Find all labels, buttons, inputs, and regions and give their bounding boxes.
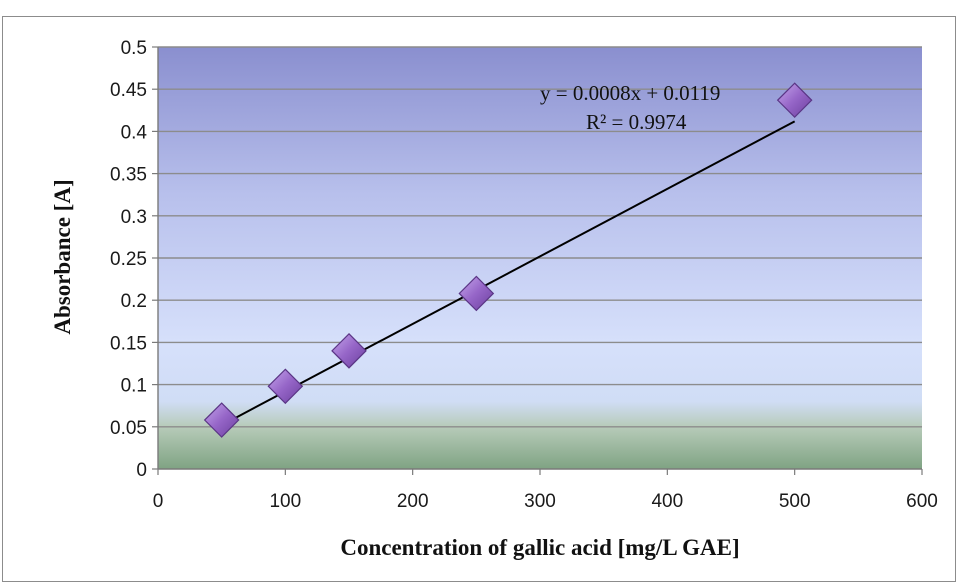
x-tick-label: 400 [651,491,683,512]
y-tick-label: 0.05 [110,418,147,439]
y-axis-title: Absorbance [A] [50,179,75,334]
data-point [458,275,495,312]
x-tick-label: 100 [269,491,301,512]
data-points [203,82,813,438]
data-point [331,332,367,369]
gridlines [158,46,922,428]
data-point [267,368,304,405]
x-axis-ticks: 0 100 200 300 400 500 600 [153,469,938,512]
y-tick-label: 0.3 [121,207,147,228]
data-point [203,402,240,438]
y-tick-label: 0 [136,460,147,481]
y-tick-label: 0.35 [110,165,147,186]
y-tick-label: 0.15 [110,333,147,354]
y-tick-label: 0.25 [110,249,147,270]
x-axis-title: Concentration of gallic acid [mg/L GAE] [340,535,739,560]
x-tick-label: 500 [779,491,811,512]
y-tick-label: 0.5 [121,38,147,59]
x-tick-label: 0 [153,491,164,512]
trendline-equation: y = 0.0008x + 0.0119 [540,81,720,105]
x-tick-label: 300 [524,491,556,512]
y-tick-label: 0.2 [121,291,147,312]
y-tick-label: 0.4 [121,122,148,143]
y-tick-label: 0.45 [110,80,147,101]
trendline [221,120,796,427]
x-tick-label: 200 [397,491,429,512]
trendline-r-squared: R² = 0.9974 [586,110,687,134]
data-point [776,82,813,119]
y-tick-label: 0.1 [121,376,147,397]
y-axis-ticks: 0 0.05 0.1 0.15 0.2 0.25 0.3 0.35 0.4 0.45 0.5 [110,38,158,481]
x-tick-label: 600 [906,491,938,512]
